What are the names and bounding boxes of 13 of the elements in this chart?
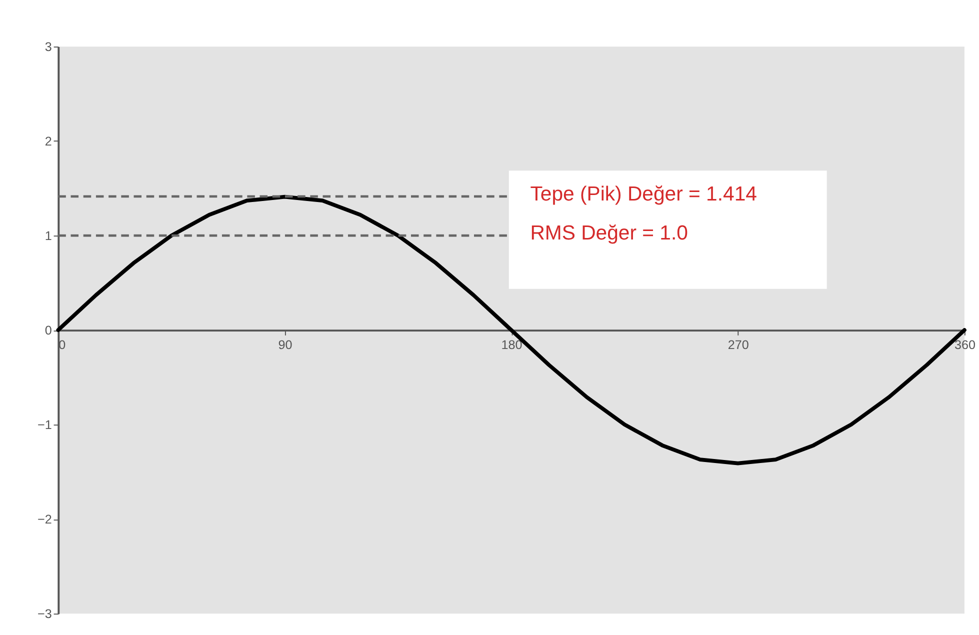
ref-line-label: Tepe (Pik) Değer = 1.414 (530, 184, 757, 206)
x-tick-label: 360 (954, 338, 976, 352)
x-tick-label: 180 (501, 338, 522, 352)
y-tick-label: 1 (44, 228, 52, 243)
y-tick-label: 3 (44, 40, 52, 54)
x-tick-label: 270 (728, 338, 749, 352)
y-tick-label: 0 (44, 323, 52, 338)
x-tick-label: 90 (278, 338, 292, 352)
ref-line-label: RMS Değer = 1.0 (530, 222, 688, 244)
y-tick-label: −2 (38, 512, 52, 526)
y-tick-label: −3 (38, 606, 52, 621)
y-tick-label: 2 (44, 134, 52, 148)
y-tick-label: −1 (38, 418, 52, 432)
